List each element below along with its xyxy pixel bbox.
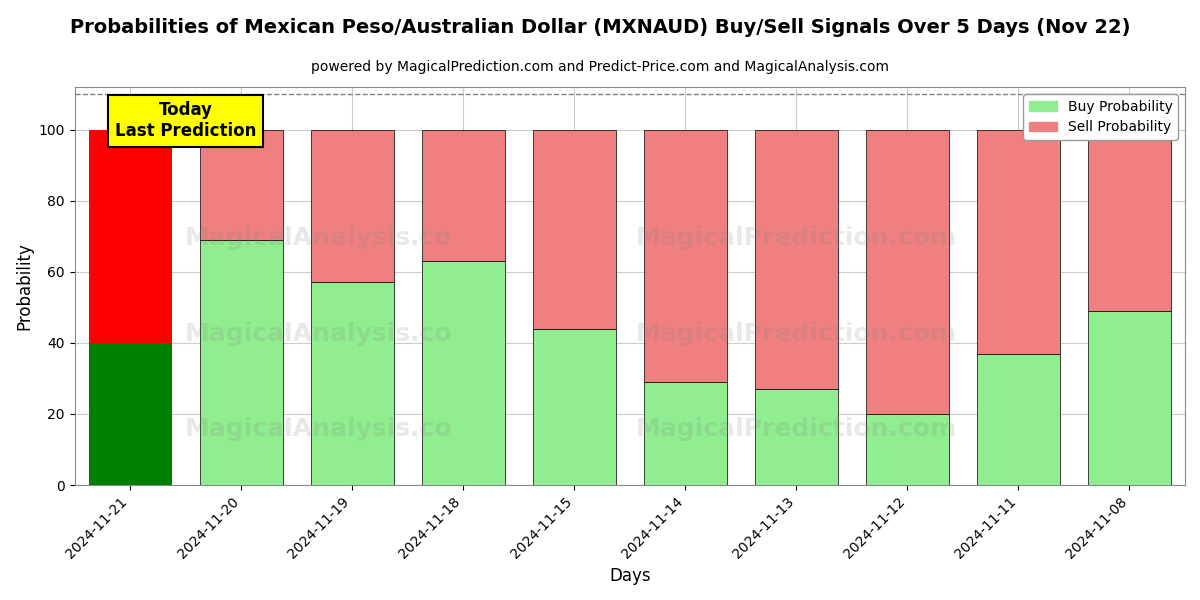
Bar	[89, 130, 172, 343]
X-axis label: Days: Days	[610, 567, 650, 585]
Bar	[643, 382, 727, 485]
Bar	[1088, 311, 1171, 485]
Bar	[977, 353, 1060, 485]
Text: MagicalAnalysis.co: MagicalAnalysis.co	[185, 226, 452, 250]
Text: MagicalAnalysis.co: MagicalAnalysis.co	[185, 418, 452, 442]
Text: Today
Last Prediction: Today Last Prediction	[115, 101, 257, 140]
Text: MagicalPrediction.com: MagicalPrediction.com	[636, 226, 958, 250]
Bar	[421, 261, 505, 485]
Text: powered by MagicalPrediction.com and Predict-Price.com and MagicalAnalysis.com: powered by MagicalPrediction.com and Pre…	[311, 60, 889, 74]
Text: MagicalAnalysis.co: MagicalAnalysis.co	[185, 322, 452, 346]
Bar	[311, 283, 394, 485]
Bar	[533, 329, 616, 485]
Legend: Buy Probability, Sell Probability: Buy Probability, Sell Probability	[1024, 94, 1178, 140]
Bar	[311, 130, 394, 283]
Bar	[533, 130, 616, 329]
Bar	[865, 414, 949, 485]
Bar	[199, 240, 283, 485]
Bar	[421, 130, 505, 261]
Bar	[199, 130, 283, 240]
Y-axis label: Probability: Probability	[16, 242, 34, 330]
Bar	[755, 130, 838, 389]
Text: MagicalPrediction.com: MagicalPrediction.com	[636, 418, 958, 442]
Bar	[643, 130, 727, 382]
Bar	[755, 389, 838, 485]
Text: MagicalPrediction.com: MagicalPrediction.com	[636, 322, 958, 346]
Bar	[865, 130, 949, 414]
Bar	[1088, 130, 1171, 311]
Text: Probabilities of Mexican Peso/Australian Dollar (MXNAUD) Buy/Sell Signals Over 5: Probabilities of Mexican Peso/Australian…	[70, 18, 1130, 37]
Bar	[89, 343, 172, 485]
Bar	[977, 130, 1060, 353]
